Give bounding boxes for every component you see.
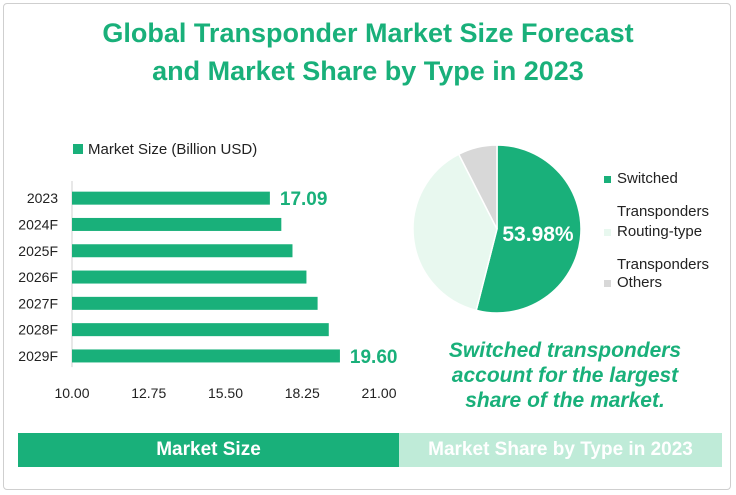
- data-label-2029f: 19.60: [350, 347, 398, 368]
- pie-percent-label: 53.98%: [502, 223, 574, 246]
- callout-text: Switched transponders account for the la…: [420, 338, 710, 413]
- x-tick-label: 10.00: [54, 385, 89, 401]
- x-tick-label: 15.50: [208, 385, 243, 401]
- pie-legend-label-0: Switched: [617, 170, 678, 187]
- pie-legend-label-0-line2: Transponders: [617, 203, 709, 220]
- title-line-2: and Market Share by Type in 2023: [152, 56, 584, 86]
- y-tick-label: 2026F: [18, 269, 58, 285]
- callout-line-2: account for the largest: [451, 364, 679, 387]
- callout-line-1: Switched transponders: [448, 339, 682, 362]
- pie-legend-label-2: Others: [617, 274, 662, 291]
- x-tick-label: 12.75: [131, 385, 166, 401]
- legend-swatch-market-size: [73, 144, 83, 154]
- x-tick-label: 18.25: [285, 385, 320, 401]
- x-tick-label: 21.00: [361, 385, 396, 401]
- bar-2029f: [72, 349, 340, 363]
- data-label-2023: 17.09: [280, 189, 328, 210]
- y-tick-label: 2028F: [18, 322, 58, 338]
- title-line-1: Global Transponder Market Size Forecast: [102, 18, 634, 48]
- pie-slice-1: [412, 153, 498, 312]
- chart-title: Global Transponder Market Size Forecast …: [0, 14, 736, 90]
- pie-legend-label-1-line2: Transponders: [617, 256, 709, 273]
- bar-2024f: [72, 217, 282, 231]
- pie-slice-2: [457, 144, 498, 230]
- bar-2026f: [72, 270, 307, 284]
- legend-label-market-size: Market Size (Billion USD): [88, 141, 257, 158]
- y-tick-label: 2024F: [18, 216, 58, 232]
- bar-2028f: [72, 323, 329, 337]
- footer-market-size: Market Size: [18, 433, 399, 467]
- bar-2023: [72, 191, 270, 205]
- y-tick-label: 2025F: [18, 243, 58, 259]
- y-tick-label: 2023: [27, 190, 58, 206]
- bar-2025f: [72, 244, 293, 258]
- footer-market-share: Market Share by Type in 2023: [399, 433, 722, 467]
- pie-legend-swatch-1: [604, 229, 611, 236]
- pie-legend-swatch-0: [604, 176, 611, 183]
- bar-2027f: [72, 296, 318, 310]
- pie-legend-swatch-2: [604, 280, 611, 287]
- y-tick-label: 2029F: [18, 348, 58, 364]
- y-tick-label: 2027F: [18, 295, 58, 311]
- pie-legend-label-1: Routing-type: [617, 223, 702, 240]
- pie-slice-0: [475, 144, 582, 314]
- callout-line-3: share of the market.: [465, 389, 665, 412]
